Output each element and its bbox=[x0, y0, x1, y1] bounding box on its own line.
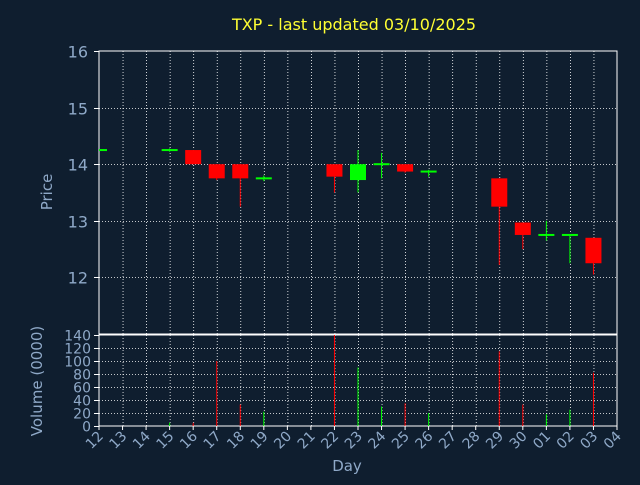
candle-body bbox=[255, 177, 272, 180]
volume-tick-label: 60 bbox=[73, 381, 91, 397]
volume-tick-label: 140 bbox=[64, 329, 91, 345]
volume-axis-label: Volume (0000) bbox=[28, 326, 46, 436]
volume-tick-label: 20 bbox=[73, 407, 91, 423]
x-axis-label: Day bbox=[332, 457, 362, 475]
candle-body bbox=[561, 233, 578, 236]
candle-body bbox=[350, 164, 366, 181]
volume-tick-label: 100 bbox=[64, 355, 91, 371]
chart-title: TXP - last updated 03/10/2025 bbox=[231, 15, 476, 34]
candle-body bbox=[185, 150, 202, 165]
price-axis-label: Price bbox=[38, 174, 56, 211]
candle-body bbox=[538, 233, 555, 236]
volume-tick-label: 0 bbox=[82, 420, 91, 436]
volume-tick-label: 80 bbox=[73, 368, 91, 384]
candle-body bbox=[420, 170, 437, 173]
price-tick-label: 14 bbox=[68, 156, 88, 175]
candle-body bbox=[208, 164, 225, 179]
price-tick-label: 12 bbox=[68, 269, 88, 288]
candle-body bbox=[397, 164, 414, 172]
candle-body bbox=[514, 222, 531, 235]
candle-body bbox=[491, 178, 508, 207]
price-tick-label: 15 bbox=[68, 100, 88, 119]
x-axis: 12 13 14 15 16 17 18 19 20 21 22 23 24 25 26 27 28 29 30 01… bbox=[83, 426, 625, 452]
price-tick-label: 16 bbox=[68, 43, 88, 62]
candle-body bbox=[232, 164, 249, 179]
price-tick-label: 13 bbox=[68, 213, 88, 232]
volume-tick-label: 40 bbox=[73, 394, 91, 410]
candle-body bbox=[326, 164, 343, 177]
candle-body bbox=[161, 149, 178, 152]
candle-body bbox=[373, 163, 390, 166]
candle-body bbox=[585, 237, 602, 264]
volume-tick-label: 120 bbox=[64, 342, 91, 358]
price-panel: 12 13 14 15 16 bbox=[68, 43, 618, 335]
candle-body bbox=[99, 149, 107, 152]
